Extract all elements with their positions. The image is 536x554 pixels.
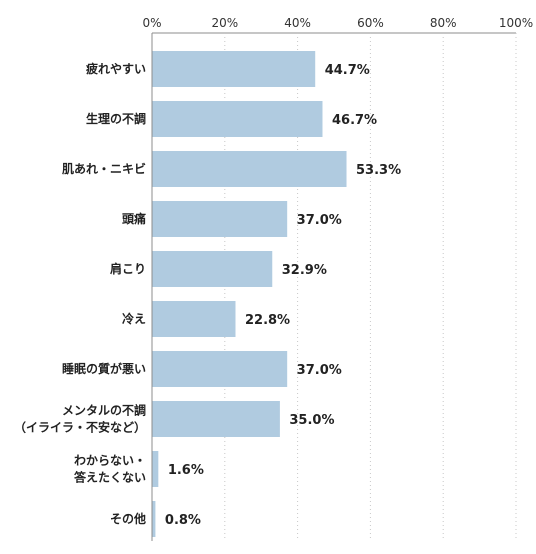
value-label: 46.7% (332, 113, 377, 128)
bar (152, 101, 323, 137)
bar (152, 51, 316, 87)
category-label: 答えたくない (74, 470, 146, 485)
bar (152, 501, 156, 537)
category-label: （イライラ・不安など） (14, 420, 146, 435)
value-label: 35.0% (289, 413, 334, 428)
category-label: 冷え (122, 311, 146, 326)
category-label: わからない・ (74, 454, 146, 468)
category-label: メンタルの不調 (62, 403, 146, 418)
x-tick-label: 0% (142, 16, 161, 30)
value-label: 37.0% (297, 363, 342, 378)
bar (152, 351, 288, 387)
bar (152, 151, 347, 187)
x-tick-label: 80% (430, 16, 457, 30)
bar (152, 401, 280, 437)
bar (152, 251, 273, 287)
category-label: その他 (110, 511, 146, 526)
value-label: 53.3% (356, 163, 401, 178)
value-label: 32.9% (282, 263, 327, 278)
value-label: 37.0% (297, 213, 342, 228)
bar (152, 201, 288, 237)
bar (152, 451, 159, 487)
bar (152, 301, 236, 337)
category-label: 生理の不調 (86, 111, 146, 126)
x-tick-label: 100% (499, 16, 533, 30)
category-label: 肩こり (110, 261, 146, 276)
value-label: 44.7% (325, 63, 370, 78)
value-label: 22.8% (245, 313, 290, 328)
category-label: 肌あれ・ニキビ (61, 161, 146, 176)
category-label: 疲れやすい (86, 61, 146, 76)
x-tick-label: 60% (357, 16, 384, 30)
value-labels: 44.7% 46.7% 53.3% 37.0% 32.9% 22.8% 37.0% 35.0%… (165, 63, 401, 528)
category-label: 睡眠の質が悪い (62, 361, 146, 376)
bars (152, 51, 347, 537)
value-label: 0.8% (165, 513, 201, 528)
x-tick-label: 20% (211, 16, 238, 30)
x-tick-label: 40% (284, 16, 311, 30)
category-label: 頭痛 (122, 211, 146, 226)
x-axis-ticks: 0% 20% 40% 60% 80% 100% (142, 16, 533, 30)
value-label: 1.6% (168, 463, 204, 478)
